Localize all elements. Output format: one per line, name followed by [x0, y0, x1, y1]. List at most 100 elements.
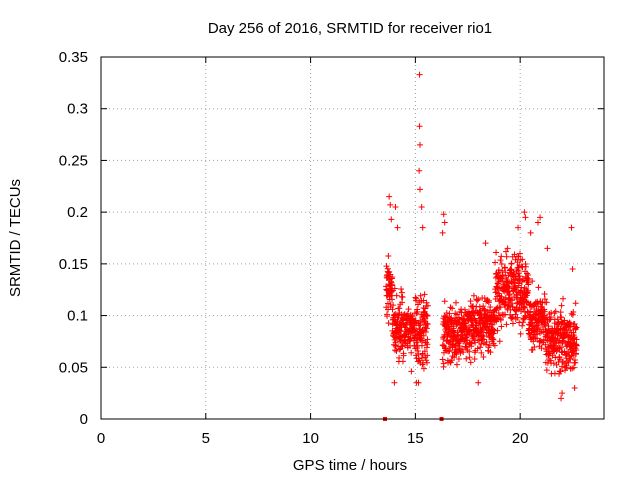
data-point: [414, 308, 421, 315]
data-point: [417, 292, 424, 299]
data-point: [490, 330, 497, 337]
x-tick-label: 0: [97, 430, 105, 447]
data-point: [441, 219, 448, 226]
data-point: [494, 327, 501, 334]
data-point: [542, 341, 549, 348]
data-point: [502, 311, 509, 318]
y-tick-label: 0.05: [59, 359, 88, 376]
data-point: [393, 347, 400, 354]
data-point: [453, 361, 460, 368]
data-point: [483, 339, 490, 346]
data-point: [525, 275, 532, 282]
data-point: [440, 360, 447, 367]
data-point: [420, 332, 427, 339]
y-tick-label: 0.35: [59, 49, 88, 66]
data-point: [480, 303, 487, 310]
data-point: [531, 344, 538, 351]
data-point: [422, 328, 429, 335]
data-point: [509, 297, 516, 304]
data-point: [570, 364, 577, 371]
data-point: [419, 327, 426, 334]
data-point: [439, 342, 446, 349]
data-point: [504, 245, 511, 252]
data-point: [544, 245, 551, 252]
data-point: [399, 299, 406, 306]
data-point: [445, 348, 452, 355]
data-point: [508, 315, 515, 322]
data-point: [467, 359, 474, 366]
data-point: [495, 266, 502, 273]
data-point: [472, 339, 479, 346]
data-point: [424, 321, 431, 328]
data-point: [385, 320, 392, 327]
data-point: [477, 344, 484, 351]
data-point: [497, 304, 504, 311]
data-point: [514, 314, 521, 321]
data-point: [520, 316, 527, 323]
data-point: [557, 344, 564, 351]
data-point: [486, 342, 493, 349]
data-point: [466, 354, 473, 361]
data-point: [424, 312, 431, 319]
data-point: [487, 304, 494, 311]
data-point: [424, 336, 431, 343]
data-point: [498, 260, 505, 267]
data-point: [386, 268, 393, 275]
data-point: [399, 358, 406, 365]
y-tick-label: 0: [80, 411, 88, 428]
y-axis-label: SRMTID / TECUs: [7, 179, 24, 297]
y-tick-label: 0.1: [67, 308, 88, 325]
data-point: [572, 359, 579, 366]
data-point: [568, 224, 575, 231]
data-point: [416, 123, 423, 130]
data-point: [460, 349, 467, 356]
data-point: [475, 379, 482, 386]
data-point: [553, 348, 560, 355]
chart-title: Day 256 of 2016, SRMTID for receiver rio…: [208, 20, 492, 37]
axis-ticks: 0 5 10 15 20 0 0.05 0.1 0.15 0.2 0.25 0.3 0.35: [59, 49, 604, 447]
data-point: [538, 345, 545, 352]
data-point: [446, 347, 453, 354]
data-point: [416, 141, 423, 148]
data-point: [470, 292, 477, 299]
data-point: [468, 340, 475, 347]
data-point: [443, 310, 450, 317]
data-point: [558, 302, 565, 309]
data-point: [520, 305, 527, 312]
data-point: [498, 323, 505, 330]
x-tick-label: 10: [302, 430, 319, 447]
data-point: [494, 280, 501, 287]
data-point: [413, 295, 420, 302]
data-point: [491, 342, 498, 349]
data-point: [421, 348, 428, 355]
data-point: [423, 299, 430, 306]
data-point: [390, 302, 397, 309]
data-points: [382, 71, 580, 421]
data-point: [480, 354, 487, 361]
data-point: [524, 287, 531, 294]
data-point: [558, 318, 565, 325]
data-point: [424, 302, 431, 309]
data-point: [448, 357, 455, 364]
data-point: [517, 330, 524, 337]
data-point: [482, 240, 489, 247]
data-point: [522, 263, 529, 270]
data-point: [573, 342, 580, 349]
data-point: [399, 294, 406, 301]
data-point: [502, 248, 509, 255]
data-point: [537, 214, 544, 221]
data-point: [456, 343, 463, 350]
data-point: [498, 253, 505, 260]
data-point: [469, 321, 476, 328]
data-point: [557, 368, 564, 375]
data-point: [470, 312, 477, 319]
data-point: [572, 300, 579, 307]
y-tick-label: 0.2: [67, 204, 88, 221]
data-point: [515, 280, 522, 287]
data-point: [534, 219, 541, 226]
y-tick-label: 0.15: [59, 256, 88, 273]
data-point: [394, 224, 401, 231]
data-point: [527, 229, 534, 236]
